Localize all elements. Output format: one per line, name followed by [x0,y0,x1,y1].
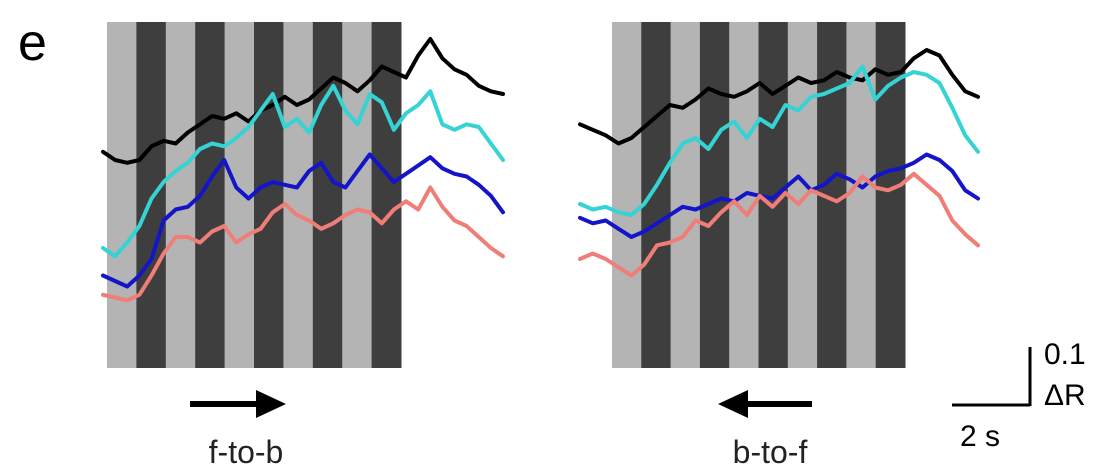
traces-right [578,48,980,278]
trace-line-right-4 [578,171,980,278]
light-stripe [165,22,196,368]
dark-stripe [312,22,343,368]
scale-time-label: 2 s [960,420,1000,453]
stripe-pattern-left [107,22,402,368]
trace-line-right-2 [578,64,980,217]
traces-left [101,37,505,303]
dark-stripe [136,22,167,368]
panel-left: f-to-b [101,22,505,470]
direction-arrow-left [718,390,812,418]
light-stripe [612,22,642,368]
trace-line-left-1 [101,37,505,165]
dark-stripe [371,22,402,368]
direction-arrow-right [190,390,286,418]
dark-stripe [641,22,672,368]
scale-amplitude-unit: ΔR [1044,379,1086,412]
light-stripe [670,22,701,368]
light-stripe [787,22,818,368]
panel-right: b-to-f [578,22,980,470]
light-stripe [342,22,373,368]
trace-line-left-2 [101,83,505,259]
trace-line-left-3 [101,152,505,289]
scale-amplitude-value: 0.1 [1044,338,1086,371]
dark-stripe [254,22,284,368]
dark-stripe [699,22,730,368]
trace-line-left-4 [101,185,505,303]
panel-letter: e [18,14,47,72]
condition-label-left: f-to-b [209,434,284,470]
condition-label-right: b-to-f [733,434,808,470]
trace-line-right-3 [578,152,980,239]
scale-bar: 0.1 ΔR 2 s [952,338,1086,453]
light-stripe [107,22,137,368]
light-stripe [283,22,314,368]
trace-line-right-1 [578,48,980,146]
